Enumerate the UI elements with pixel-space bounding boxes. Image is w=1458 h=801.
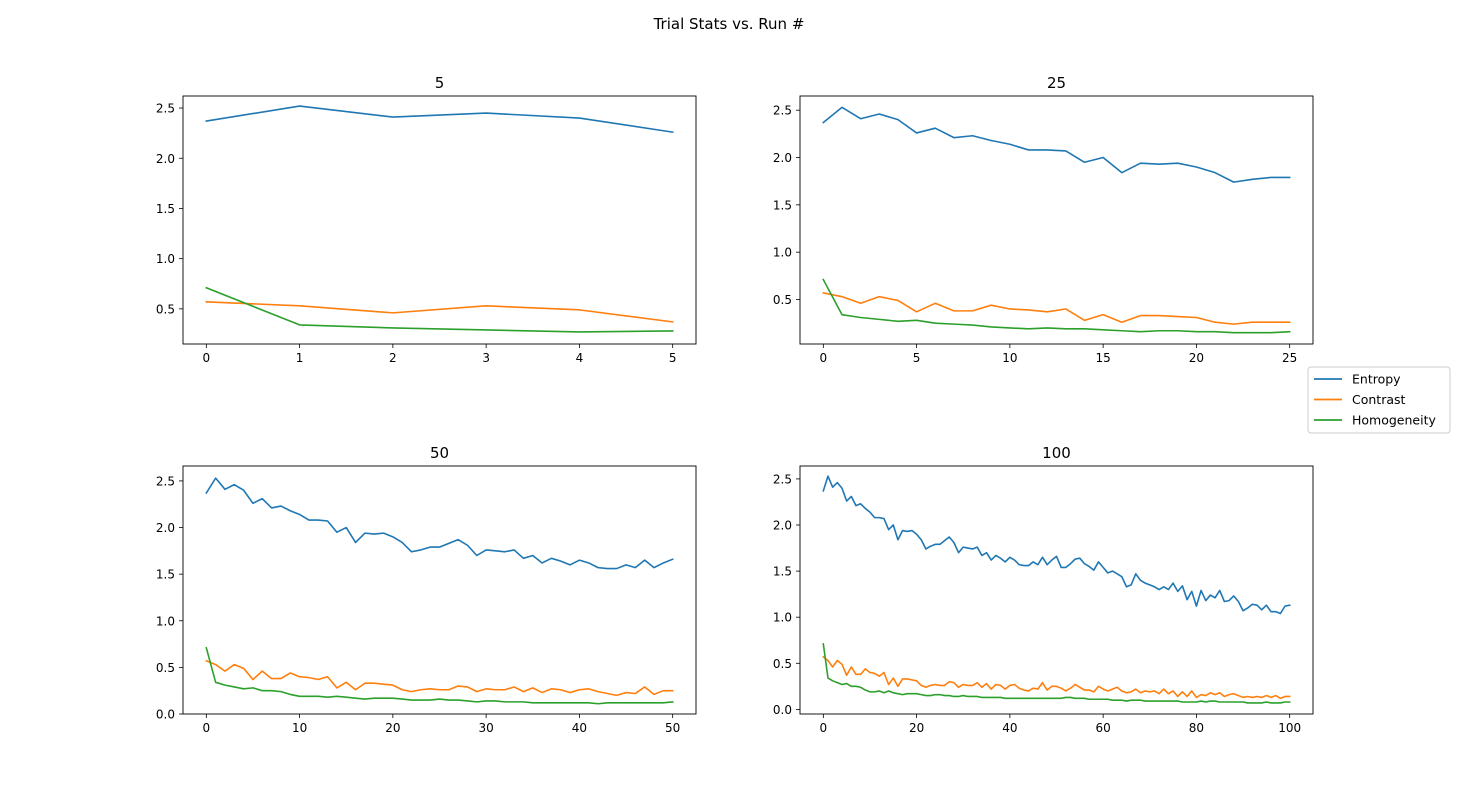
series-line-contrast [822, 655, 1291, 700]
figure-suptitle: Trial Stats vs. Run # [653, 15, 805, 33]
y-tick-label: 0.5 [156, 661, 175, 675]
x-tick-label: 40 [1002, 721, 1017, 735]
y-tick-label: 0.5 [773, 657, 792, 671]
legend-box [1307, 366, 1451, 434]
legend: Entropy Contrast Homogeneity [1307, 366, 1451, 434]
series-line-entropy [822, 106, 1291, 183]
x-tick-label: 10 [292, 721, 307, 735]
subplot-title: 5 [435, 74, 445, 92]
x-tick-label: 80 [1189, 721, 1204, 735]
series-line-entropy [205, 477, 674, 570]
y-tick-label: 2.5 [773, 472, 792, 486]
axes-frame [799, 465, 1314, 715]
x-tick-label: 2 [389, 351, 397, 365]
x-tick-label: 3 [482, 351, 490, 365]
series-line-contrast [822, 291, 1291, 325]
x-tick-label: 50 [665, 721, 680, 735]
axes-frame [799, 95, 1314, 345]
x-tick-label: 5 [669, 351, 677, 365]
x-tick-label: 60 [1095, 721, 1110, 735]
x-tick-label: 0 [202, 721, 210, 735]
x-tick-label: 20 [1189, 351, 1204, 365]
y-tick-label: 2.5 [156, 102, 175, 116]
x-tick-label: 0 [819, 351, 827, 365]
legend-label-homogeneity: Homogeneity [1352, 413, 1436, 428]
x-tick-label: 15 [1095, 351, 1110, 365]
series-line-contrast [205, 659, 674, 697]
x-tick-label: 10 [1002, 351, 1017, 365]
y-tick-label: 1.5 [773, 565, 792, 579]
y-tick-label: 1.0 [156, 252, 175, 266]
series-line-entropy [822, 475, 1291, 615]
y-tick-label: 0.0 [773, 703, 792, 717]
axes-frame [182, 465, 697, 715]
y-tick-label: 1.0 [773, 246, 792, 260]
y-tick-label: 2.5 [156, 474, 175, 488]
y-tick-label: 1.5 [156, 202, 175, 216]
series-line-homogeneity [205, 646, 674, 705]
axes-frame [182, 95, 697, 345]
y-tick-label: 1.0 [156, 614, 175, 628]
x-tick-label: 30 [478, 721, 493, 735]
y-tick-label: 0.5 [773, 293, 792, 307]
subplot-title: 25 [1047, 74, 1066, 92]
x-tick-label: 100 [1278, 721, 1301, 735]
subplot-title: 50 [430, 444, 449, 462]
x-tick-label: 20 [385, 721, 400, 735]
x-tick-label: 25 [1282, 351, 1297, 365]
series-line-homogeneity [205, 286, 674, 333]
y-tick-label: 2.0 [773, 151, 792, 165]
x-tick-label: 0 [202, 351, 210, 365]
series-line-homogeneity [822, 643, 1291, 704]
y-tick-label: 2.5 [773, 104, 792, 118]
x-tick-label: 0 [819, 721, 827, 735]
y-tick-label: 0.0 [156, 708, 175, 722]
x-tick-label: 1 [296, 351, 304, 365]
legend-label-entropy: Entropy [1352, 372, 1401, 387]
x-tick-label: 20 [909, 721, 924, 735]
y-tick-label: 1.0 [773, 611, 792, 625]
legend-label-contrast: Contrast [1352, 392, 1406, 407]
series-line-homogeneity [822, 278, 1291, 334]
y-tick-label: 1.5 [156, 568, 175, 582]
subplot-25: 25 0 5 10 15 20 25 0.5 1.0 1.5 2.0 2.5 [773, 74, 1314, 365]
x-tick-label: 40 [572, 721, 587, 735]
y-tick-label: 2.0 [156, 152, 175, 166]
subplot-50: 50 0 10 20 30 40 50 0.0 0.5 1.0 1.5 2.0 2.5 [156, 444, 697, 735]
y-tick-label: 2.0 [156, 521, 175, 535]
y-tick-label: 1.5 [773, 198, 792, 212]
y-tick-label: 0.5 [156, 302, 175, 316]
subplot-5: 5 0 1 2 3 4 5 0.5 1.0 1.5 2.0 2.5 [156, 74, 697, 365]
series-line-contrast [205, 300, 674, 323]
subplot-100: 100 0 20 40 60 80 100 0.0 0.5 1.0 1.5 2.0 2.5 [773, 444, 1314, 735]
x-tick-label: 5 [913, 351, 921, 365]
y-tick-label: 2.0 [773, 519, 792, 533]
x-tick-label: 4 [576, 351, 584, 365]
series-line-entropy [205, 105, 674, 134]
subplot-title: 100 [1042, 444, 1071, 462]
